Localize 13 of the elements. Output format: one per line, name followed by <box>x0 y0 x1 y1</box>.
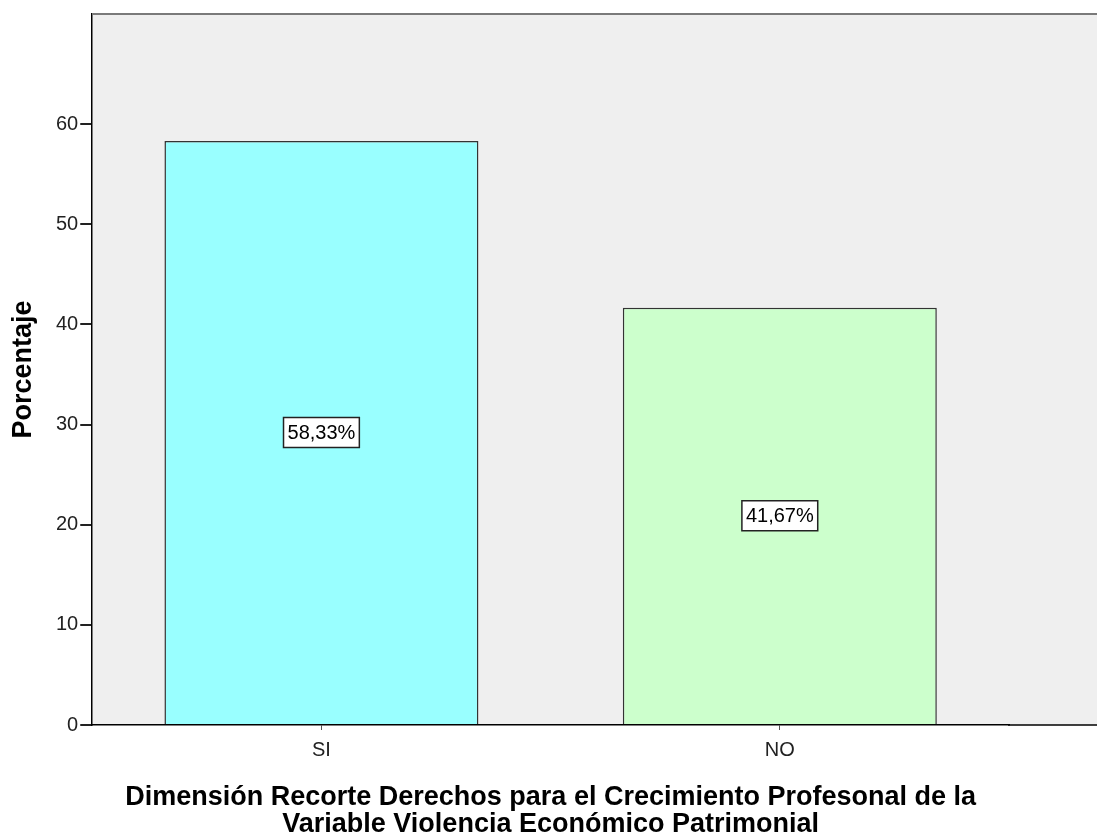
y-tick-label: 50 <box>56 211 79 234</box>
x-tick-label: NO <box>764 737 795 760</box>
y-tick-label: 0 <box>67 712 79 735</box>
y-tick-label: 20 <box>56 512 79 535</box>
x-tick-label: SI <box>311 737 331 760</box>
y-tick-label: 30 <box>56 412 79 435</box>
y-tick-label: 10 <box>56 612 79 635</box>
data-label: 58,33% <box>287 420 356 443</box>
y-tick-label: 60 <box>56 111 79 134</box>
data-label: 41,67% <box>745 504 814 527</box>
y-axis-title: Porcentaje <box>6 300 37 439</box>
y-tick-label: 40 <box>56 311 79 334</box>
x-axis-title: Dimensión Recorte Derechos para el Crecimiento Profesonal de la Variable Violencia Económico Patrimonial <box>125 780 977 838</box>
